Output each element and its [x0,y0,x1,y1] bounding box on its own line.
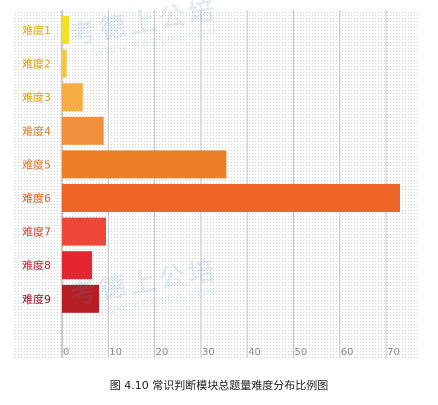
category-label: 难度4 [22,124,51,138]
bar [62,49,67,78]
bar [62,284,100,313]
category-label: 难度8 [22,258,51,272]
x-tick-label: 60 [341,347,354,358]
bars [62,16,400,313]
bar [62,251,93,280]
bar [62,16,69,44]
x-tick-label: 50 [295,347,308,358]
category-label: 难度3 [22,90,51,104]
bar [62,83,83,112]
category-label: 难度5 [22,157,51,171]
bar [62,116,104,145]
bar [62,150,227,179]
category-labels: 难度1 难度2 难度3 难度4 难度5 难度6 难度7 难度8 难度9 [22,23,51,306]
bar [62,184,400,212]
x-tick-label: 20 [156,347,169,358]
bar-chart: 难度1 难度2 难度3 难度4 难度5 难度6 难度7 难度8 难度9 0 10 20 30 40 50 6… [15,10,420,360]
category-label: 难度2 [22,57,51,71]
x-tick-label: 30 [202,347,215,358]
figure-caption: 图 4.10 常识判断模块总题量难度分布比例图 [109,379,329,392]
category-label: 难度7 [22,225,51,239]
x-tick-label: 40 [248,347,261,358]
x-tick-label: 0 [63,347,69,358]
x-tick-labels: 0 10 20 30 40 50 60 70 [63,347,400,358]
category-label: 难度1 [22,23,51,37]
category-label: 难度6 [22,191,51,205]
x-tick-label: 70 [387,347,400,358]
bar [62,217,106,246]
x-tick-label: 10 [109,347,122,358]
category-label: 难度9 [22,292,51,306]
